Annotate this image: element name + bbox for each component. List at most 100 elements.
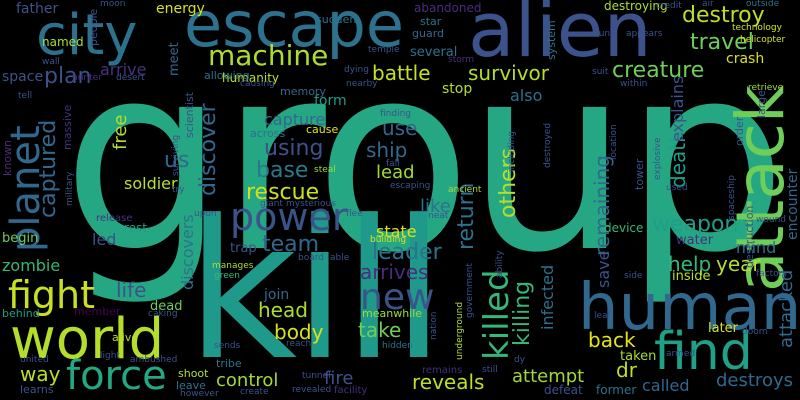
word-later: later — [708, 321, 739, 336]
word-large: large — [755, 90, 768, 118]
word-including: including — [507, 131, 517, 172]
word-air: air — [702, 0, 714, 9]
word-cause: cause — [306, 123, 339, 136]
word-tower: tower — [633, 158, 646, 190]
word-meet: meet — [167, 42, 182, 76]
word-doom: doom — [742, 327, 768, 337]
word-green: green — [214, 271, 240, 281]
word-reach: reach — [286, 339, 312, 349]
word-team: team — [262, 232, 320, 257]
word-star: star — [420, 15, 442, 28]
word-alien: alien — [468, 0, 652, 74]
word-form: form — [314, 93, 347, 109]
word-building: building — [370, 235, 407, 245]
word-escaping: escaping — [390, 181, 431, 191]
word-abandoned: abandoned — [414, 1, 482, 15]
word-man: sudden — [316, 13, 357, 26]
word-save: save — [594, 250, 613, 288]
word-armed: armed — [666, 349, 696, 359]
word-retrieve: retrieve — [748, 83, 784, 93]
word-credit: credit — [656, 1, 682, 11]
word-defeat: defeat — [544, 383, 583, 397]
word-killing: killing — [510, 280, 535, 346]
word-head: head — [258, 298, 308, 322]
word-back: back — [588, 328, 636, 352]
word-help: help — [668, 252, 712, 276]
word-member: member — [74, 305, 121, 318]
word-explosive: explosive — [653, 137, 663, 180]
word-weapon: weapon — [652, 212, 739, 237]
word-manages: manages — [212, 261, 254, 271]
word-fight: fight — [8, 273, 96, 317]
word-release: release — [96, 213, 133, 224]
word-create: create — [240, 387, 269, 397]
word-crash: crash — [726, 51, 765, 67]
word-capture: capture — [264, 110, 326, 129]
word-united: united — [20, 355, 49, 365]
word-human: human — [578, 271, 800, 345]
word-power: power — [230, 195, 348, 239]
word-finding: finding — [380, 109, 412, 119]
word-destroyed: destroyed — [543, 122, 553, 168]
word-captured: captured — [36, 119, 61, 218]
word-mind: mind — [736, 238, 777, 257]
word-ability: ability — [495, 250, 505, 278]
word-arrives: arrives — [360, 260, 429, 284]
word-tell: tell — [18, 91, 33, 101]
word-massive: massive — [61, 104, 74, 150]
word-dying: dying — [344, 65, 369, 75]
word-machine: machine — [208, 39, 329, 72]
word-wound: wound — [756, 215, 786, 225]
word-facility: facility — [334, 385, 368, 396]
word-battle: battle — [372, 61, 431, 85]
word-memory: memory — [280, 85, 326, 98]
word-escape: escape — [184, 0, 405, 61]
word-led: led — [92, 230, 117, 249]
word-side: side — [624, 271, 643, 281]
word-infected: infected — [538, 264, 557, 330]
word-water: water — [676, 233, 714, 248]
word-device: device — [604, 221, 644, 235]
word-leaf: leaf — [594, 311, 611, 321]
word-soldier: soldier — [124, 174, 178, 193]
word-guard: guard — [412, 27, 445, 40]
word-shoot: shoot — [178, 367, 209, 380]
word-taken: taken — [620, 349, 657, 364]
word-arrive: arrive — [100, 60, 147, 79]
word-encounter: encounter — [785, 168, 800, 240]
word-fire: fire — [324, 368, 354, 389]
word-humanity: humanity — [222, 71, 279, 85]
word-creature: creature — [612, 58, 705, 83]
word-upon: upon — [194, 209, 217, 219]
word-outside: outside — [746, 0, 780, 9]
word-find: find — [654, 322, 753, 382]
word-storm: storm — [448, 55, 475, 65]
word-underground: underground — [455, 301, 465, 360]
word-allowing: allowing — [204, 69, 250, 82]
word-temple: temple — [368, 45, 400, 55]
word-discover: discover — [196, 103, 221, 196]
word-also: also — [510, 86, 543, 105]
word-destroying: destroying — [604, 0, 668, 13]
word-scientist: scientist — [183, 92, 196, 138]
word-leader: leader — [372, 240, 442, 265]
word-way: way — [20, 362, 61, 386]
word-still: still — [482, 365, 498, 375]
word-rest: rest — [124, 221, 148, 235]
word-ship: ship — [366, 138, 408, 162]
word-lead: lead — [376, 162, 415, 183]
word-life: life — [116, 278, 147, 302]
word-across: across — [250, 127, 286, 140]
word-several: several — [410, 45, 458, 60]
word-light: light — [100, 351, 120, 361]
word-sends: sends — [214, 341, 241, 351]
word-named: named — [42, 35, 84, 49]
word-remains: remains — [422, 365, 463, 376]
word-dead: dead — [150, 299, 183, 314]
word-mysterious: mysterious — [286, 199, 336, 209]
word-alive: alive — [112, 331, 139, 344]
word-new: new — [360, 277, 435, 318]
word-appears: appears — [626, 29, 663, 39]
word-fall: fall — [386, 159, 400, 169]
word-group: group — [62, 9, 787, 309]
